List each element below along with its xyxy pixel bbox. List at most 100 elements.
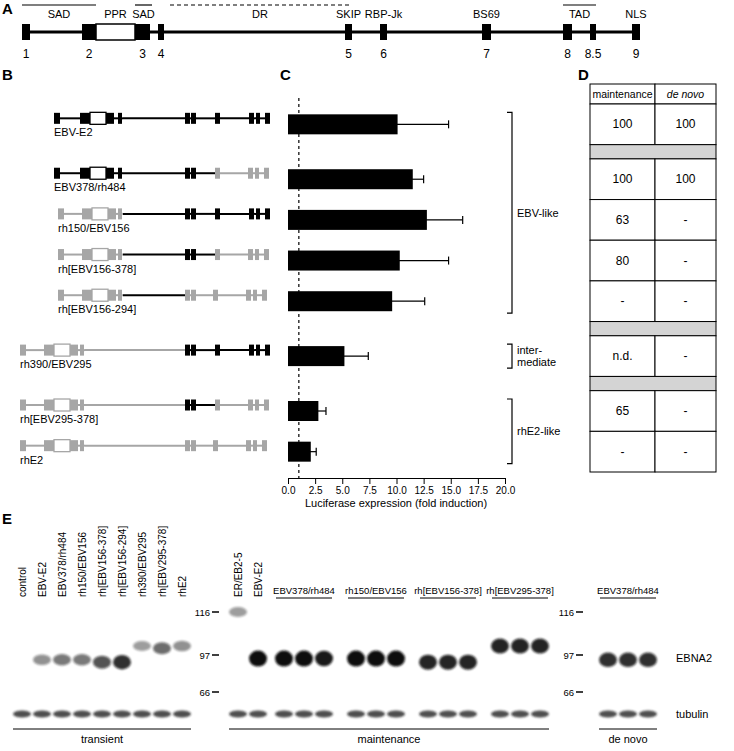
section-line	[13, 729, 191, 730]
region-box	[563, 24, 572, 40]
band	[419, 655, 437, 670]
cell-text: -	[684, 294, 688, 308]
tubulin-band	[13, 711, 31, 718]
lane-group-label: EBV378/rh484	[273, 585, 335, 596]
region-box	[108, 249, 116, 260]
construct-label: rh[EBV156-294]	[58, 303, 136, 315]
x-tick: 7.5	[363, 478, 377, 496]
region-box	[265, 208, 270, 219]
band	[315, 651, 333, 667]
header-text: maintenance	[592, 88, 652, 100]
construct-segment	[123, 213, 185, 215]
region-box	[44, 400, 54, 411]
tubulin-band	[315, 711, 333, 718]
ppr-box	[96, 24, 135, 40]
region-box	[82, 249, 92, 260]
band	[619, 653, 637, 668]
region-box	[191, 249, 196, 260]
region-box	[185, 168, 190, 179]
tubulin-band	[249, 711, 267, 718]
region-box	[482, 24, 491, 40]
region-box	[82, 290, 92, 301]
error-whisker	[351, 260, 449, 261]
region-box	[246, 440, 251, 451]
region-box	[256, 208, 260, 219]
region-box	[80, 345, 84, 356]
header-cell	[590, 84, 655, 104]
header-cell	[655, 84, 716, 104]
x-tick: 20.0	[496, 478, 516, 496]
tubulin-band	[295, 711, 313, 718]
region-number: 2	[86, 47, 93, 61]
region-box	[185, 400, 190, 411]
error-bar	[351, 257, 449, 265]
construct-segment	[85, 349, 185, 351]
region-box	[54, 113, 60, 124]
cell-text: -	[684, 445, 688, 459]
feature-label: SAD	[48, 8, 71, 20]
tubulin-band	[53, 711, 71, 718]
region-box	[44, 440, 54, 451]
region-box	[118, 113, 122, 124]
x-tick-label: 10.0	[387, 485, 407, 496]
cell	[655, 104, 716, 145]
x-tick-label: 0.0	[282, 485, 296, 496]
ppr-box	[92, 208, 108, 220]
construct-segment	[123, 172, 185, 174]
row-label: EBNA2	[676, 652, 712, 664]
tubulin-band	[511, 711, 529, 718]
cell-text: -	[684, 349, 688, 363]
band	[367, 651, 385, 667]
region-box	[249, 113, 254, 124]
construct	[58, 289, 267, 301]
x-tick-label: 5.0	[336, 485, 350, 496]
separator-row	[590, 322, 716, 336]
band	[53, 654, 71, 666]
error-cap	[325, 407, 326, 415]
error-bar	[311, 407, 326, 415]
region-number: 8	[564, 47, 571, 61]
lane-label: rh[EBV156-378]	[97, 526, 108, 597]
region-number: 3	[139, 47, 146, 61]
separator-row	[590, 376, 716, 390]
region-box	[248, 400, 253, 411]
cell-text: 100	[675, 117, 695, 131]
tubulin-band	[153, 711, 171, 718]
region-box	[44, 345, 54, 356]
x-tick-mark	[369, 478, 370, 484]
error-bar	[402, 175, 424, 183]
region-box	[70, 345, 78, 356]
region-box	[249, 345, 254, 356]
lane-label: rh150/EBV156	[77, 532, 88, 597]
region-number: 6	[380, 47, 387, 61]
region-number: 1	[23, 47, 30, 61]
x-tick: 10.0	[387, 478, 407, 496]
region-box	[191, 440, 196, 451]
marker-label: 97	[199, 650, 210, 661]
marker-tick	[212, 691, 219, 693]
group-underline	[420, 598, 476, 599]
lane-group-label: rh150/EBV156	[345, 585, 407, 596]
header-text: de novo	[667, 88, 705, 100]
group-bracket	[507, 344, 512, 368]
feature-label: RBP-Jk	[365, 8, 403, 20]
lane-label: EBV-E2	[37, 562, 48, 597]
lane-label: rh[EBV295-378]	[157, 526, 168, 597]
cell	[655, 159, 716, 200]
error-cap	[359, 297, 360, 305]
ppr-box	[54, 344, 70, 356]
x-tick: 12.5	[414, 478, 434, 496]
lane-label: EBV378/rh484	[57, 532, 68, 597]
region-box	[185, 290, 190, 301]
section-label: de novo	[608, 733, 647, 745]
marker-label: 116	[195, 607, 210, 618]
cell-text: n.d.	[612, 349, 632, 363]
error-cap	[368, 352, 369, 360]
error-whisker	[305, 451, 316, 452]
group-underline	[276, 598, 332, 599]
error-bar	[321, 352, 369, 360]
construct-label: EBV378/rh484	[54, 181, 126, 193]
band	[347, 651, 365, 667]
error-cap	[448, 120, 449, 128]
panel-b: EBV-E2EBV378/rh484rh150/EBV156rh[EBV156-…	[20, 112, 270, 465]
